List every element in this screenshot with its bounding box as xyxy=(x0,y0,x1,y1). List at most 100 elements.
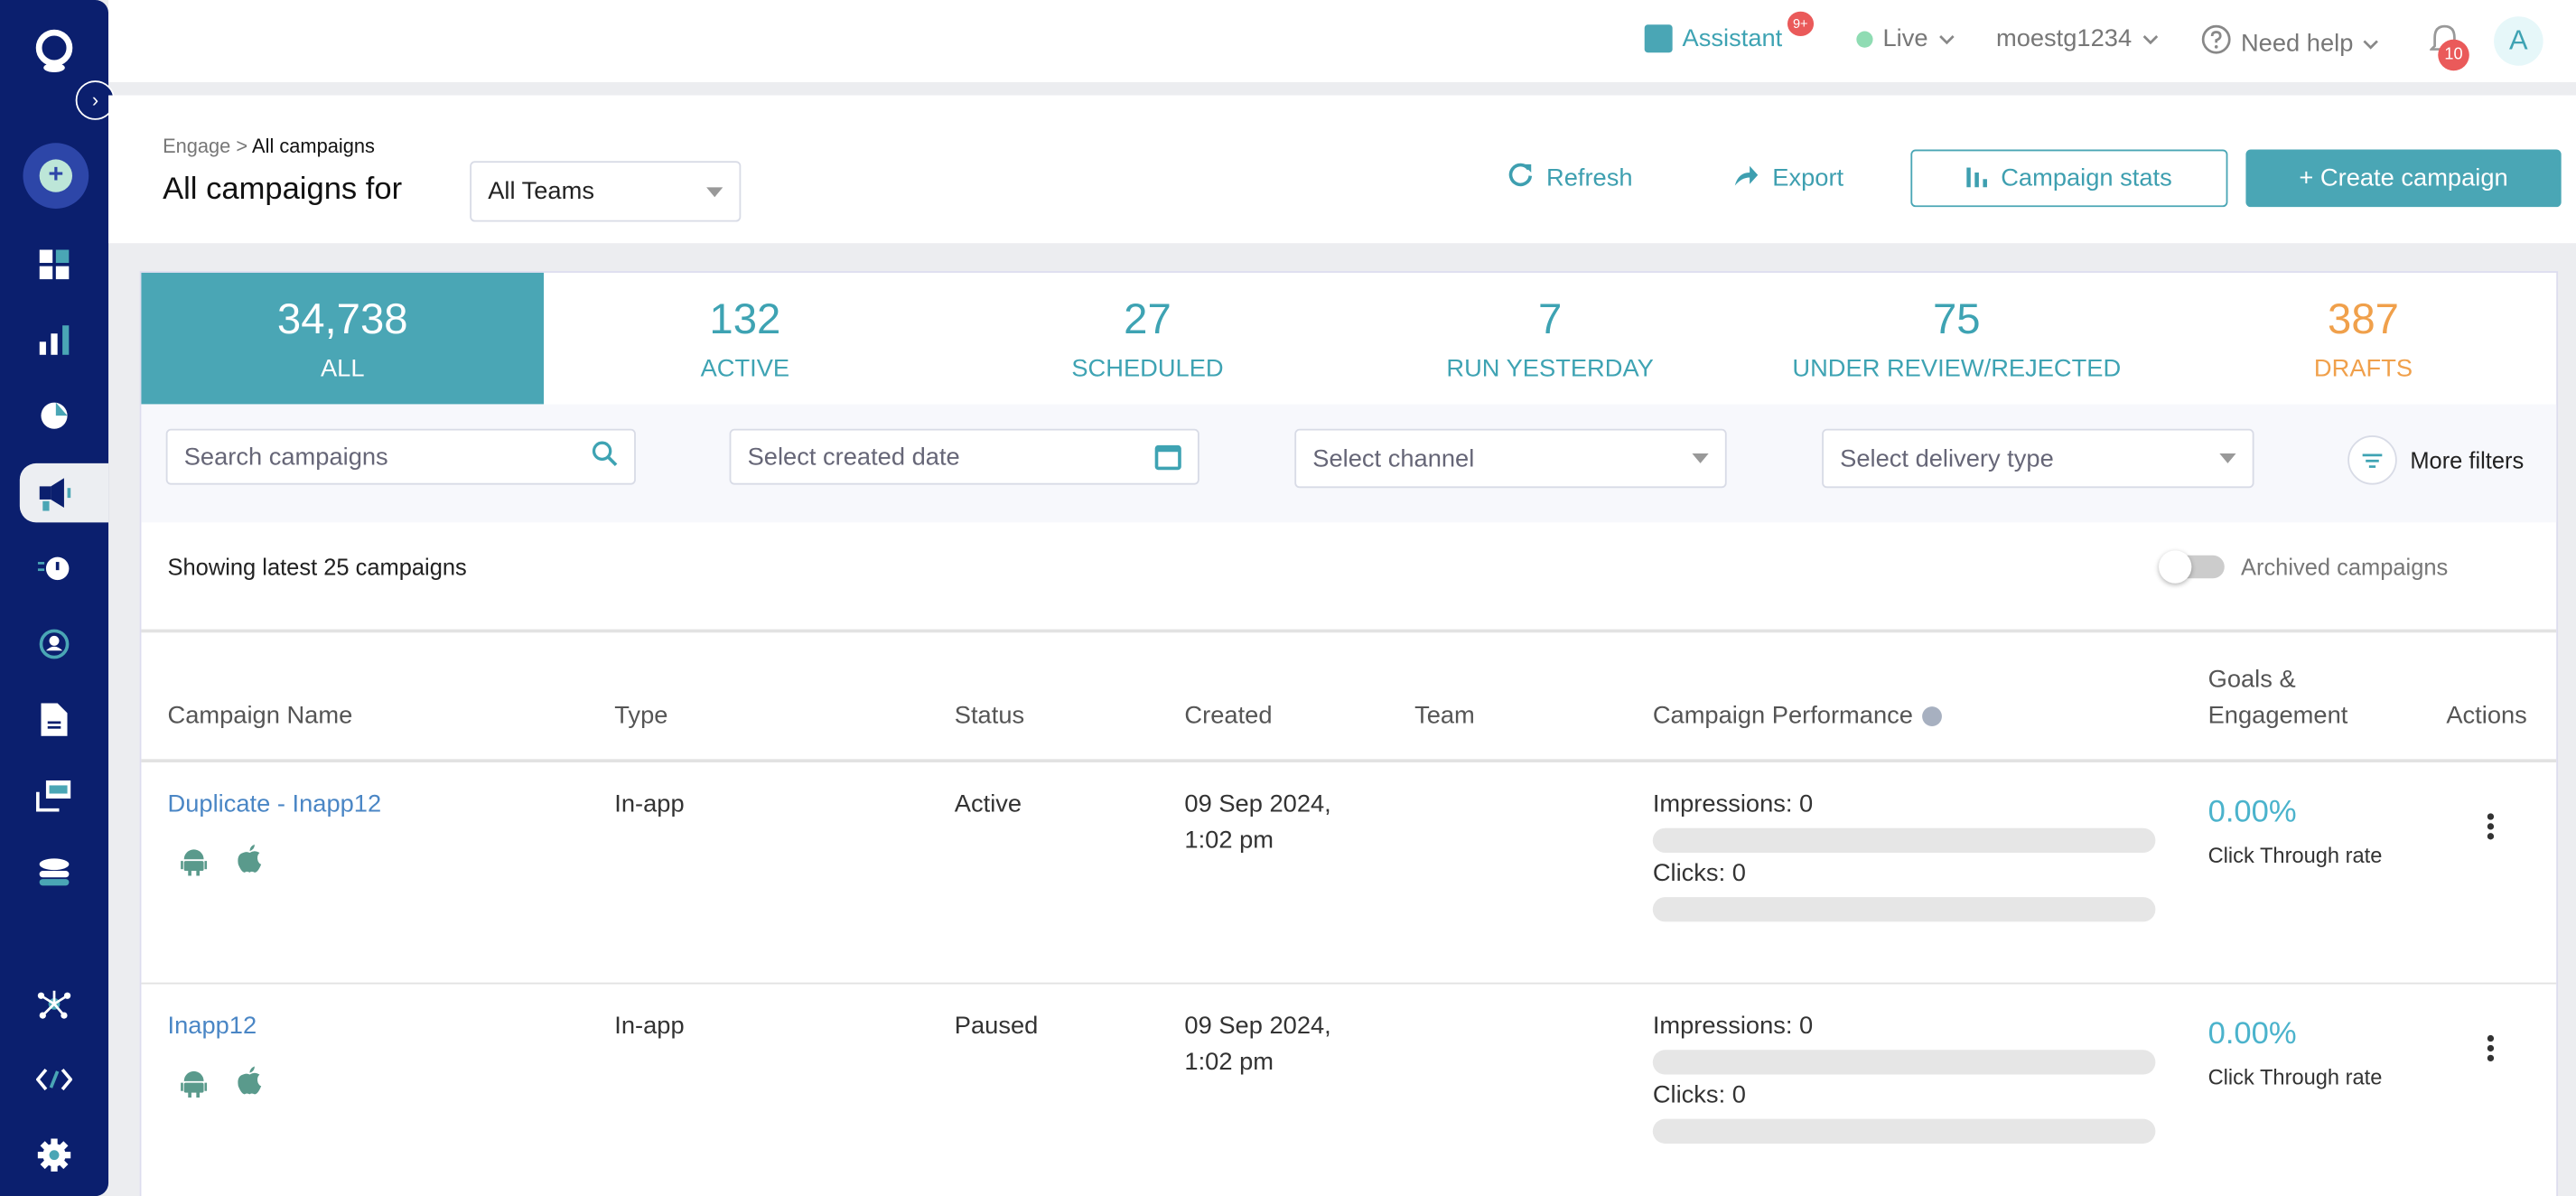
export-button[interactable]: Export xyxy=(1727,150,1850,208)
stat-count: 7 xyxy=(1537,294,1563,344)
caret-down-icon xyxy=(2219,453,2236,463)
chevron-down-icon xyxy=(2363,29,2379,57)
info-icon[interactable] xyxy=(1922,705,1943,726)
breadcrumb-engage[interactable]: Engage xyxy=(163,135,231,158)
col-goals-line1: Goals & xyxy=(2207,665,2296,694)
developer-icon[interactable] xyxy=(33,1058,75,1100)
sidebar-item-engage[interactable] xyxy=(19,463,109,523)
environment-dropdown[interactable]: Live xyxy=(1856,24,1954,52)
search-icon xyxy=(592,440,618,472)
team-select[interactable]: All Teams xyxy=(470,161,742,222)
live-status-icon xyxy=(1856,30,1873,47)
avatar[interactable]: A xyxy=(2494,16,2543,66)
content-icon[interactable] xyxy=(33,698,75,741)
stat-label: Drafts xyxy=(2313,354,2413,383)
chevron-down-icon xyxy=(2142,24,2158,52)
integrations-icon[interactable] xyxy=(33,983,75,1025)
stat-label: Under review/rejected xyxy=(1792,354,2122,383)
tab-under-review[interactable]: 75 Under review/rejected xyxy=(1751,273,2162,405)
more-filters-label: More filters xyxy=(2410,446,2525,473)
created-day: 09 Sep 2024, xyxy=(1184,790,1331,818)
caret-down-icon xyxy=(706,186,723,197)
toggle-switch[interactable] xyxy=(2159,550,2225,584)
filter-bar: Search campaigns Select created date Sel… xyxy=(141,404,2557,523)
page-header: Engage > All campaigns All campaigns for… xyxy=(108,95,2576,244)
apple-icon xyxy=(237,844,263,883)
expand-sidebar-icon[interactable]: › xyxy=(75,80,116,120)
notification-badge: 10 xyxy=(2438,39,2469,71)
assistant-button[interactable]: Assistant 9+ xyxy=(1644,11,1814,53)
tab-scheduled[interactable]: 27 Scheduled xyxy=(947,273,1349,405)
create-campaign-button[interactable]: + Create campaign xyxy=(2245,149,2562,208)
col-goals-line2: Engagement xyxy=(2207,701,2348,730)
search-input[interactable]: Search campaigns xyxy=(165,428,636,485)
col-performance: Campaign Performance xyxy=(1653,702,1943,730)
help-label: Need help xyxy=(2240,28,2354,57)
created-time: 1:02 pm xyxy=(1184,826,1274,855)
clicks-label: Clicks: 0 xyxy=(1652,859,1746,888)
col-goals: Goals & Engagement xyxy=(2208,662,2348,734)
campaign-status: Paused xyxy=(954,1012,1039,1041)
cards-icon[interactable] xyxy=(33,774,75,817)
divider xyxy=(141,982,2557,985)
channel-select[interactable]: Select channel xyxy=(1294,428,1727,489)
impressions-label: Impressions: 0 xyxy=(1652,1012,1814,1041)
channel-placeholder: Select channel xyxy=(1312,444,1475,472)
android-icon xyxy=(181,1070,208,1106)
ctr-label: Click Through rate xyxy=(2207,843,2383,868)
campaign-name-link[interactable]: Duplicate - Inapp12 xyxy=(167,790,382,818)
page-title: All campaigns for xyxy=(163,172,403,208)
clicks-bar xyxy=(1652,897,2156,922)
tab-drafts[interactable]: 387 Drafts xyxy=(2162,273,2565,405)
account-dropdown[interactable]: moestg1234 xyxy=(1996,24,2158,52)
col-status: Status xyxy=(954,701,1025,730)
campaign-stats-button[interactable]: Campaign stats xyxy=(1910,149,2228,208)
campaign-stats-label: Campaign stats xyxy=(2001,164,2172,192)
settings-icon[interactable] xyxy=(33,1134,75,1176)
campaign-name-link[interactable]: Inapp12 xyxy=(167,1012,257,1041)
profile-icon[interactable] xyxy=(33,29,75,73)
data-icon[interactable] xyxy=(33,851,75,893)
create-icon[interactable]: + xyxy=(23,143,89,210)
stat-label: Run yesterday xyxy=(1446,354,1654,383)
more-actions-icon[interactable] xyxy=(2487,1034,2496,1062)
help-icon xyxy=(2201,24,2231,61)
account-label: moestg1234 xyxy=(1995,24,2133,53)
col-created: Created xyxy=(1184,701,1273,730)
breadcrumb-current: All campaigns xyxy=(252,135,375,158)
tab-run-yesterday[interactable]: 7 Run yesterday xyxy=(1349,273,1751,405)
help-dropdown[interactable]: Need help xyxy=(2201,24,2379,61)
flows-icon[interactable] xyxy=(33,546,75,588)
delivery-type-select[interactable]: Select delivery type xyxy=(1822,428,2254,489)
personalize-icon[interactable] xyxy=(33,622,75,665)
divider xyxy=(141,759,2557,762)
impressions-bar xyxy=(1652,827,2156,854)
col-type: Type xyxy=(614,701,668,730)
filter-icon xyxy=(2347,435,2397,485)
col-team: Team xyxy=(1414,701,1475,730)
more-actions-icon[interactable] xyxy=(2487,813,2496,840)
export-label: Export xyxy=(1772,164,1844,192)
top-bar: Assistant 9+ Live moestg1234 Need help 10… xyxy=(108,0,2576,82)
created-date: 09 Sep 2024, 1:02 pm xyxy=(1184,787,1330,859)
ctr-value: 0.00% xyxy=(2207,1016,2297,1052)
created-time: 1:02 pm xyxy=(1184,1048,1274,1077)
created-date-picker[interactable]: Select created date xyxy=(729,428,1199,485)
share-arrow-icon xyxy=(1733,164,1759,193)
more-filters-button[interactable]: More filters xyxy=(2347,435,2524,485)
archived-toggle[interactable]: Archived campaigns xyxy=(2159,550,2448,584)
refresh-button[interactable]: Refresh xyxy=(1505,150,1637,208)
dashboard-icon[interactable] xyxy=(33,243,75,285)
ctr-value: 0.00% xyxy=(2207,795,2297,830)
stat-count: 27 xyxy=(1124,294,1171,344)
impressions-label: Impressions: 0 xyxy=(1652,790,1814,818)
created-day: 09 Sep 2024, xyxy=(1184,1012,1331,1041)
analytics-icon[interactable] xyxy=(33,319,75,361)
tab-active[interactable]: 132 Active xyxy=(544,273,947,405)
table-row: Inapp12 In-app Paused 09 Sep 2024, 1:02 p… xyxy=(141,985,2556,1196)
refresh-label: Refresh xyxy=(1546,164,1633,192)
ctr-label: Click Through rate xyxy=(2207,1064,2383,1089)
tab-all[interactable]: 34,738 All xyxy=(141,272,545,405)
segments-icon[interactable] xyxy=(33,395,75,437)
col-performance-label: Campaign Performance xyxy=(1652,701,1913,730)
